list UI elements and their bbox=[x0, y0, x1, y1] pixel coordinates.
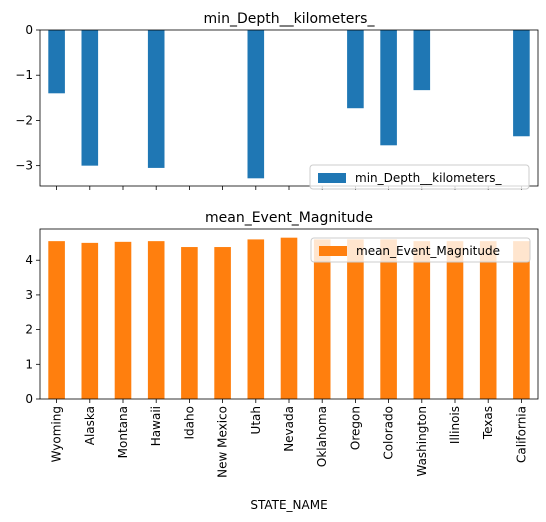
x-tick-label: Wyoming bbox=[50, 406, 64, 462]
x-tick-label: Nevada bbox=[282, 406, 296, 452]
bar-wyoming bbox=[48, 30, 65, 94]
x-tick-label: Utah bbox=[249, 406, 263, 434]
y-tick-label: 3 bbox=[25, 288, 33, 302]
bar-washington bbox=[413, 30, 431, 91]
bar-texas bbox=[479, 241, 497, 399]
bar-washington bbox=[413, 241, 431, 399]
x-axis-label: STATE_NAME bbox=[250, 498, 327, 512]
x-tick-label: Washington bbox=[415, 406, 429, 477]
bar-hawaii bbox=[147, 241, 165, 399]
legend-swatch bbox=[319, 246, 347, 256]
x-tick-label: Colorado bbox=[382, 406, 396, 460]
y-tick-label: −3 bbox=[15, 159, 33, 173]
x-tick-label: Oklahoma bbox=[315, 406, 329, 467]
plot-frame bbox=[39, 29, 539, 187]
x-tick-label: Alaska bbox=[83, 406, 97, 445]
bar-california bbox=[513, 241, 530, 399]
y-tick-label: −1 bbox=[15, 68, 33, 82]
y-tick-label: 0 bbox=[25, 23, 33, 37]
bar-alaska bbox=[81, 30, 99, 166]
y-tick-label: 4 bbox=[25, 253, 33, 267]
bar-oregon bbox=[347, 30, 364, 109]
bar-california bbox=[513, 30, 530, 137]
y-tick-label: −2 bbox=[15, 113, 33, 127]
x-tick-label: New Mexico bbox=[216, 406, 230, 478]
bar-idaho bbox=[181, 247, 198, 399]
bar-hawaii bbox=[147, 30, 165, 168]
bar-new-mexico bbox=[214, 247, 231, 399]
chart-title: min_Depth__kilometers_ bbox=[204, 11, 376, 27]
x-tick-label: California bbox=[514, 406, 528, 463]
y-tick-label: 0 bbox=[25, 392, 33, 406]
x-tick-label: Montana bbox=[116, 406, 130, 458]
x-tick-label: Hawaii bbox=[149, 406, 163, 446]
bar-montana bbox=[114, 241, 132, 399]
bar-utah bbox=[247, 30, 265, 179]
y-tick-label: 1 bbox=[25, 357, 33, 371]
chart-title: mean_Event_Magnitude bbox=[205, 210, 373, 226]
depth-chart-panel: 0 −1 −2 −3 min_Depth__kilometers_ min_Depth__… bbox=[15, 11, 539, 190]
x-tick-label: Illinois bbox=[448, 406, 462, 444]
bar-utah bbox=[247, 239, 265, 399]
x-tick-label: Oregon bbox=[348, 406, 362, 450]
x-tick-label: Texas bbox=[481, 406, 495, 440]
bar-illinois bbox=[446, 241, 464, 399]
magnitude-chart-panel: 0 1 2 3 4 Wyoming Alaska Montana Hawaii Idaho New … bbox=[25, 210, 539, 478]
bar-colorado bbox=[380, 30, 397, 146]
legend-label: min_Depth__kilometers_ bbox=[355, 171, 502, 185]
x-tick-label: Idaho bbox=[182, 406, 196, 439]
bar-oklahoma bbox=[313, 239, 331, 399]
y-tick-label: 2 bbox=[25, 323, 33, 337]
bar-alaska bbox=[81, 242, 99, 399]
legend-label: mean_Event_Magnitude bbox=[356, 244, 500, 258]
bar-oregon bbox=[347, 239, 364, 399]
legend-box bbox=[310, 237, 531, 263]
legend-box bbox=[309, 164, 530, 190]
legend-swatch bbox=[318, 173, 346, 183]
bar-wyoming bbox=[48, 241, 65, 399]
bar-nevada bbox=[280, 237, 298, 399]
bar-colorado bbox=[380, 239, 397, 399]
